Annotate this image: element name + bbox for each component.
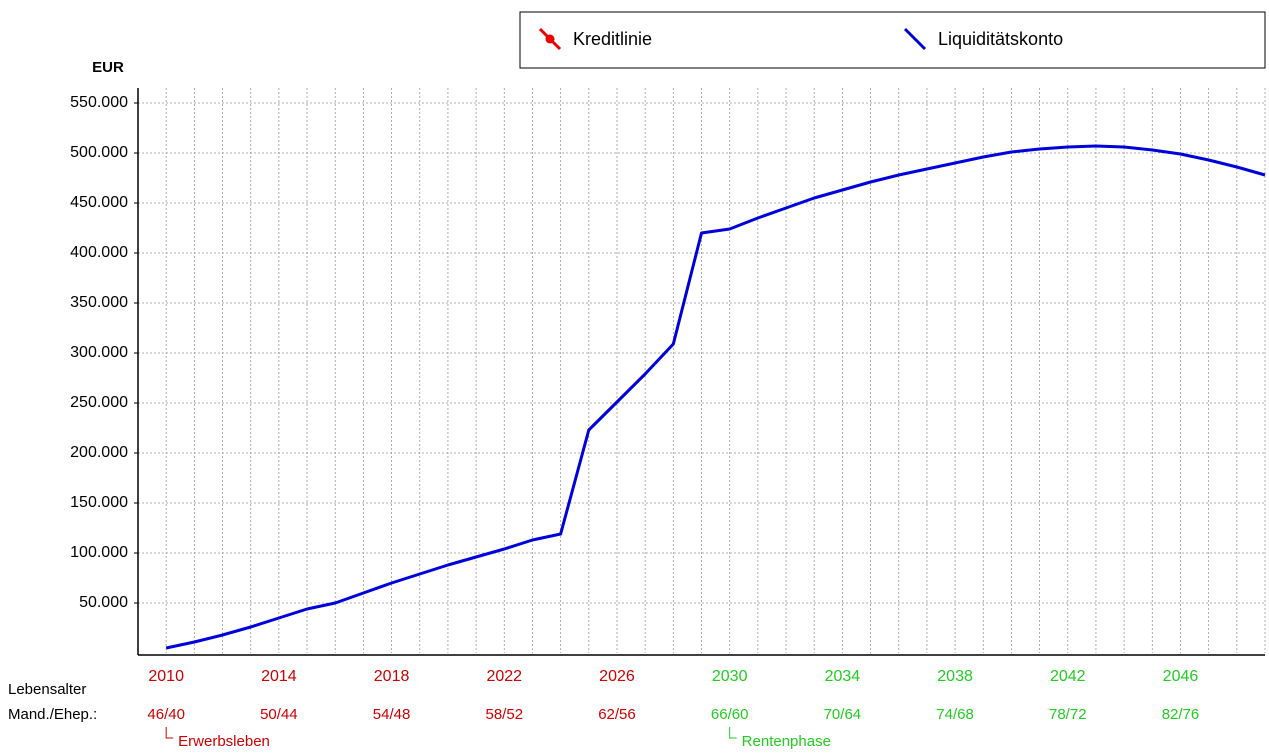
x-tick-label: 2022 bbox=[486, 668, 522, 685]
phase-marker bbox=[729, 727, 737, 739]
x-tick-label: 2026 bbox=[599, 668, 635, 685]
phase-label: Erwerbsleben bbox=[178, 733, 270, 749]
y-tick-label: 300.000 bbox=[70, 344, 128, 361]
y-tick-label: 200.000 bbox=[70, 444, 128, 461]
y-tick-label: 550.000 bbox=[70, 94, 128, 111]
age-label: 58/52 bbox=[486, 706, 524, 723]
x-tick-label: 2034 bbox=[825, 668, 861, 685]
age-row-label: Mand./Ehep.: bbox=[8, 706, 97, 723]
phase-label: Rentenphase bbox=[742, 733, 831, 749]
legend-label: Liquiditätskonto bbox=[938, 29, 1063, 49]
y-tick-label: 350.000 bbox=[70, 294, 128, 311]
y-tick-label: 50.000 bbox=[79, 594, 128, 611]
age-label: 66/60 bbox=[711, 706, 749, 723]
y-tick-label: 100.000 bbox=[70, 544, 128, 561]
legend-box bbox=[519, 11, 1266, 69]
x-tick-label: 2042 bbox=[1050, 668, 1086, 685]
x-tick-label: 2010 bbox=[148, 668, 184, 685]
age-label: 82/76 bbox=[1162, 706, 1200, 723]
x-tick-label: 2046 bbox=[1163, 668, 1199, 685]
age-label: 78/72 bbox=[1049, 706, 1087, 723]
data-line bbox=[165, 144, 1266, 650]
age-label: 50/44 bbox=[260, 706, 298, 723]
age-label: 62/56 bbox=[598, 706, 636, 723]
y-tick-label: 150.000 bbox=[70, 494, 128, 511]
age-label: 54/48 bbox=[373, 706, 411, 723]
legend-label: Kreditlinie bbox=[573, 29, 652, 49]
y-tick-label: 250.000 bbox=[70, 394, 128, 411]
x-tick-label: 2030 bbox=[712, 668, 748, 685]
x-tick-label: 2038 bbox=[937, 668, 973, 685]
y-tick-label: 450.000 bbox=[70, 194, 128, 211]
x-tick-label: 2018 bbox=[374, 668, 410, 685]
y-axis-label: EUR bbox=[92, 59, 124, 76]
age-label: 46/40 bbox=[147, 706, 185, 723]
legend-swatch-dot bbox=[545, 34, 555, 44]
x-tick-label: 2014 bbox=[261, 668, 297, 685]
y-tick-label: 500.000 bbox=[70, 144, 128, 161]
y-tick-label: 400.000 bbox=[70, 244, 128, 261]
age-label: 74/68 bbox=[936, 706, 974, 723]
legend-swatch bbox=[903, 27, 927, 51]
age-label: 70/64 bbox=[824, 706, 862, 723]
age-row-label: Lebensalter bbox=[8, 681, 86, 698]
phase-marker bbox=[165, 727, 174, 739]
